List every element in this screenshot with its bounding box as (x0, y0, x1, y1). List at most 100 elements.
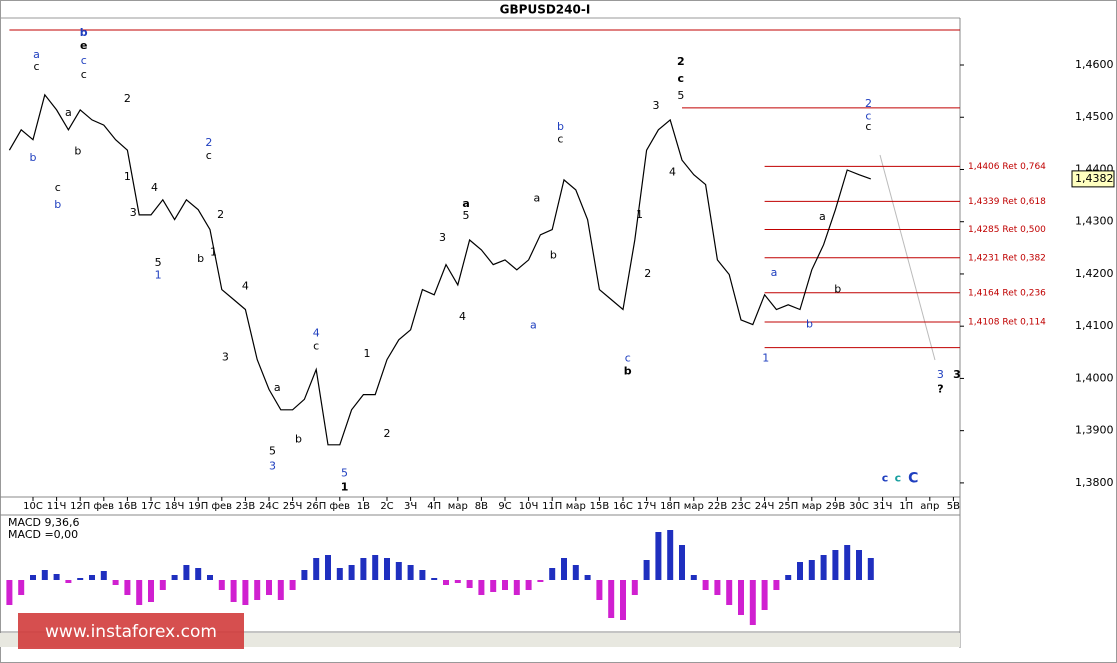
wave-label: a (530, 319, 537, 332)
wave-label: c (313, 340, 319, 353)
x-tick-label: мар (448, 501, 468, 512)
wave-label: 3 (269, 460, 276, 473)
wave-label: 1 (155, 269, 162, 282)
x-tick-label: фев (329, 501, 350, 512)
wave-label: b (550, 249, 557, 262)
wave-label: 3 (653, 99, 660, 112)
x-tick-label: апр (920, 501, 939, 512)
wave-label: 5 (677, 89, 684, 102)
wave-label: c (34, 60, 40, 73)
last-price-box (1071, 170, 1115, 188)
x-tick-label: 5В (947, 501, 960, 512)
wave-label: a (274, 381, 281, 394)
wave-label: c (557, 133, 563, 146)
wave-label: 2 (217, 208, 224, 221)
wave-label: c (625, 352, 631, 365)
x-tick-label: 23С (731, 501, 751, 512)
x-tick-label: 2С (380, 501, 393, 512)
wave-label: a (65, 106, 72, 119)
indicator-title: MACD 9,36,6 (8, 516, 79, 529)
x-tick-label: мар (566, 501, 586, 512)
x-tick-label: 26П (306, 501, 326, 512)
wave-label: b (624, 365, 632, 378)
x-tick-label: 17Ч (637, 501, 657, 512)
y-tick-label: 1,4200 (1075, 267, 1114, 280)
x-tick-label: 22В (708, 501, 728, 512)
wave-label: c (895, 472, 902, 485)
wave-label: 2 (384, 427, 391, 440)
wave-label: 4 (151, 181, 158, 194)
x-tick-label: 29В (826, 501, 846, 512)
x-tick-label: 1П (899, 501, 913, 512)
wave-label: 5 (155, 256, 162, 269)
x-tick-label: 11Ч (47, 501, 67, 512)
x-tick-label: 16С (613, 501, 633, 512)
wave-label: b (54, 198, 61, 211)
wave-label: 1 (762, 352, 769, 365)
wave-label: b (74, 145, 81, 158)
wave-label: c (81, 68, 87, 81)
x-tick-label: 9С (498, 501, 511, 512)
wave-label: 1 (210, 246, 217, 259)
wave-label: 2 (677, 55, 685, 68)
wave-label: c (882, 472, 889, 485)
wave-label: 2 (644, 267, 651, 280)
wave-label: b (834, 283, 841, 296)
x-tick-label: 10Ч (519, 501, 539, 512)
price-line (8, 93, 872, 446)
y-tick-label: 1,3800 (1075, 476, 1114, 489)
x-tick-label: мар (684, 501, 704, 512)
level-label: 1,4231 Ret 0,382 (968, 253, 1046, 263)
watermark: www.instaforex.com (45, 622, 217, 642)
x-tick-label: 18Ч (165, 501, 185, 512)
x-tick-label: 30С (849, 501, 869, 512)
x-tick-label: фев (93, 501, 114, 512)
wave-label: 3 (953, 368, 961, 381)
x-tick-label: фев (211, 501, 232, 512)
x-tick-label: 31Ч (873, 501, 893, 512)
x-tick-label: 25Ч (283, 501, 303, 512)
wave-label: C (908, 471, 918, 487)
wave-label: b (80, 26, 88, 39)
wave-label: c (206, 149, 212, 162)
wave-label: b (295, 433, 302, 446)
last-price-label: 1,4382 (1075, 172, 1114, 185)
level-label: 1,4406 Ret 0,764 (968, 162, 1046, 172)
x-tick-label: мар (802, 501, 822, 512)
wave-label: 3 (937, 368, 944, 381)
wave-label: 5 (341, 466, 348, 479)
x-tick-label: 19П (188, 501, 208, 512)
level-label: 1,4164 Ret 0,236 (968, 288, 1046, 298)
wave-label: b (806, 318, 813, 331)
wave-label: a (33, 48, 40, 61)
wave-label: 5 (269, 445, 276, 458)
x-tick-label: 8В (475, 501, 488, 512)
y-tick-label: 1,4600 (1075, 58, 1114, 71)
level-label: 1,4108 Ret 0,114 (968, 318, 1046, 328)
x-tick-label: 12П (70, 501, 90, 512)
wave-label: c (865, 110, 871, 123)
wave-label: 2 (124, 92, 131, 105)
x-tick-label: 4П (427, 501, 441, 512)
wave-label: 4 (669, 166, 676, 179)
y-tick-label: 1,4100 (1075, 319, 1114, 332)
wave-label: 2 (865, 97, 872, 110)
x-tick-label: 1В (357, 501, 370, 512)
chart-title: GBPUSD240-I (500, 3, 591, 17)
x-tick-label: 17С (141, 501, 161, 512)
y-tick-label: 1,4000 (1075, 371, 1114, 384)
x-tick-label: 15В (590, 501, 610, 512)
wave-label: b (197, 252, 204, 265)
wave-label: e (80, 39, 87, 52)
x-tick-label: 3Ч (404, 501, 417, 512)
watermark-box (18, 613, 244, 649)
wave-label: 1 (341, 481, 349, 494)
wave-label: c (55, 181, 61, 194)
wave-label: b (30, 151, 37, 164)
wave-label: 3 (130, 206, 137, 219)
level-label: 1,4339 Ret 0,618 (968, 197, 1046, 207)
wave-label: ? (937, 382, 943, 395)
wave-label: c (81, 54, 87, 67)
wave-label: 3 (222, 351, 229, 364)
